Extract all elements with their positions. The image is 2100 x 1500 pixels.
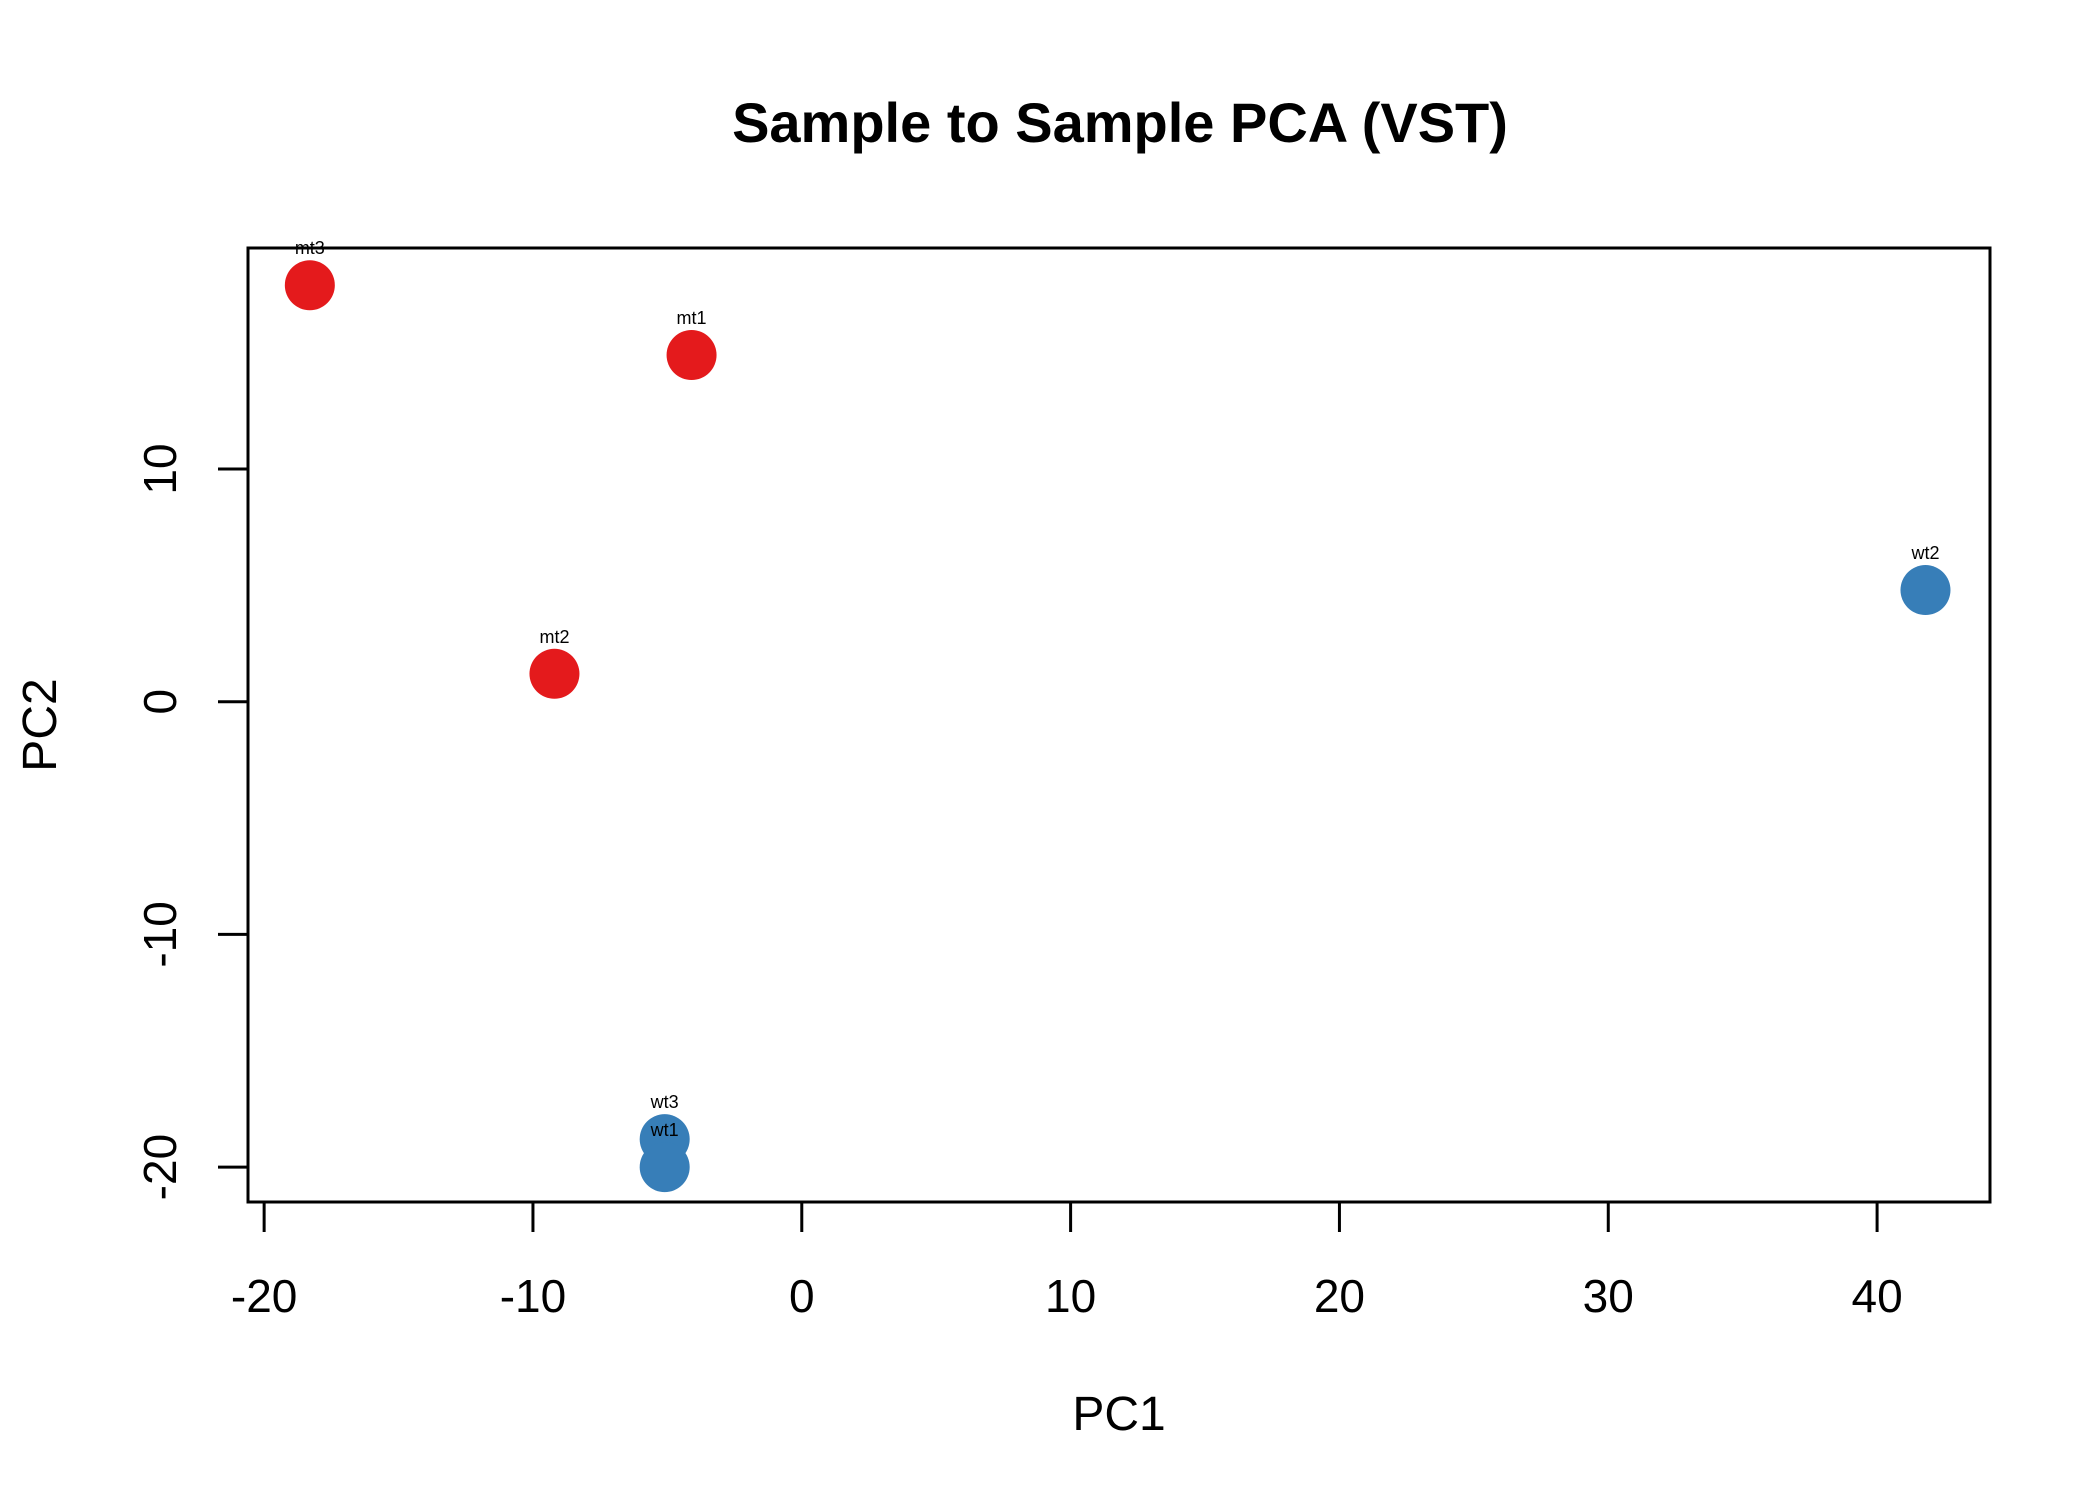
point-label: mt1 [677, 308, 707, 328]
point-label: wt1 [650, 1120, 679, 1140]
x-tick-label: 20 [1314, 1270, 1365, 1322]
data-points: mt3 mt1 mt2 wt2 wt3 wt1 [284, 238, 1951, 1193]
point-label: wt3 [650, 1092, 679, 1112]
data-point [1900, 565, 1951, 616]
x-tick-label: -20 [231, 1270, 297, 1322]
x-axis: -20 -10 0 10 20 30 40 [231, 1200, 1903, 1322]
y-tick-label: -20 [134, 1134, 186, 1200]
y-tick-label: -10 [134, 901, 186, 967]
y-axis: -20 -10 0 10 [134, 443, 250, 1200]
point-label: mt2 [539, 627, 569, 647]
x-axis-label: PC1 [1072, 1388, 1165, 1441]
x-tick-label: 40 [1852, 1270, 1903, 1322]
plot-area-frame [246, 246, 1992, 1204]
y-axis-label: PC2 [14, 678, 67, 771]
point-label: wt2 [1910, 543, 1939, 563]
x-tick-label: 30 [1583, 1270, 1634, 1322]
data-point [639, 1142, 690, 1193]
data-point [529, 648, 580, 699]
x-tick-label: 0 [789, 1270, 815, 1322]
data-point [284, 260, 335, 311]
x-tick-label: -10 [500, 1270, 566, 1322]
y-tick-label: 10 [134, 443, 186, 494]
x-tick-label: 10 [1045, 1270, 1096, 1322]
chart-title: Sample to Sample PCA (VST) [732, 91, 1508, 154]
point-label: mt3 [295, 238, 325, 258]
y-tick-label: 0 [134, 689, 186, 715]
data-point [666, 330, 717, 381]
